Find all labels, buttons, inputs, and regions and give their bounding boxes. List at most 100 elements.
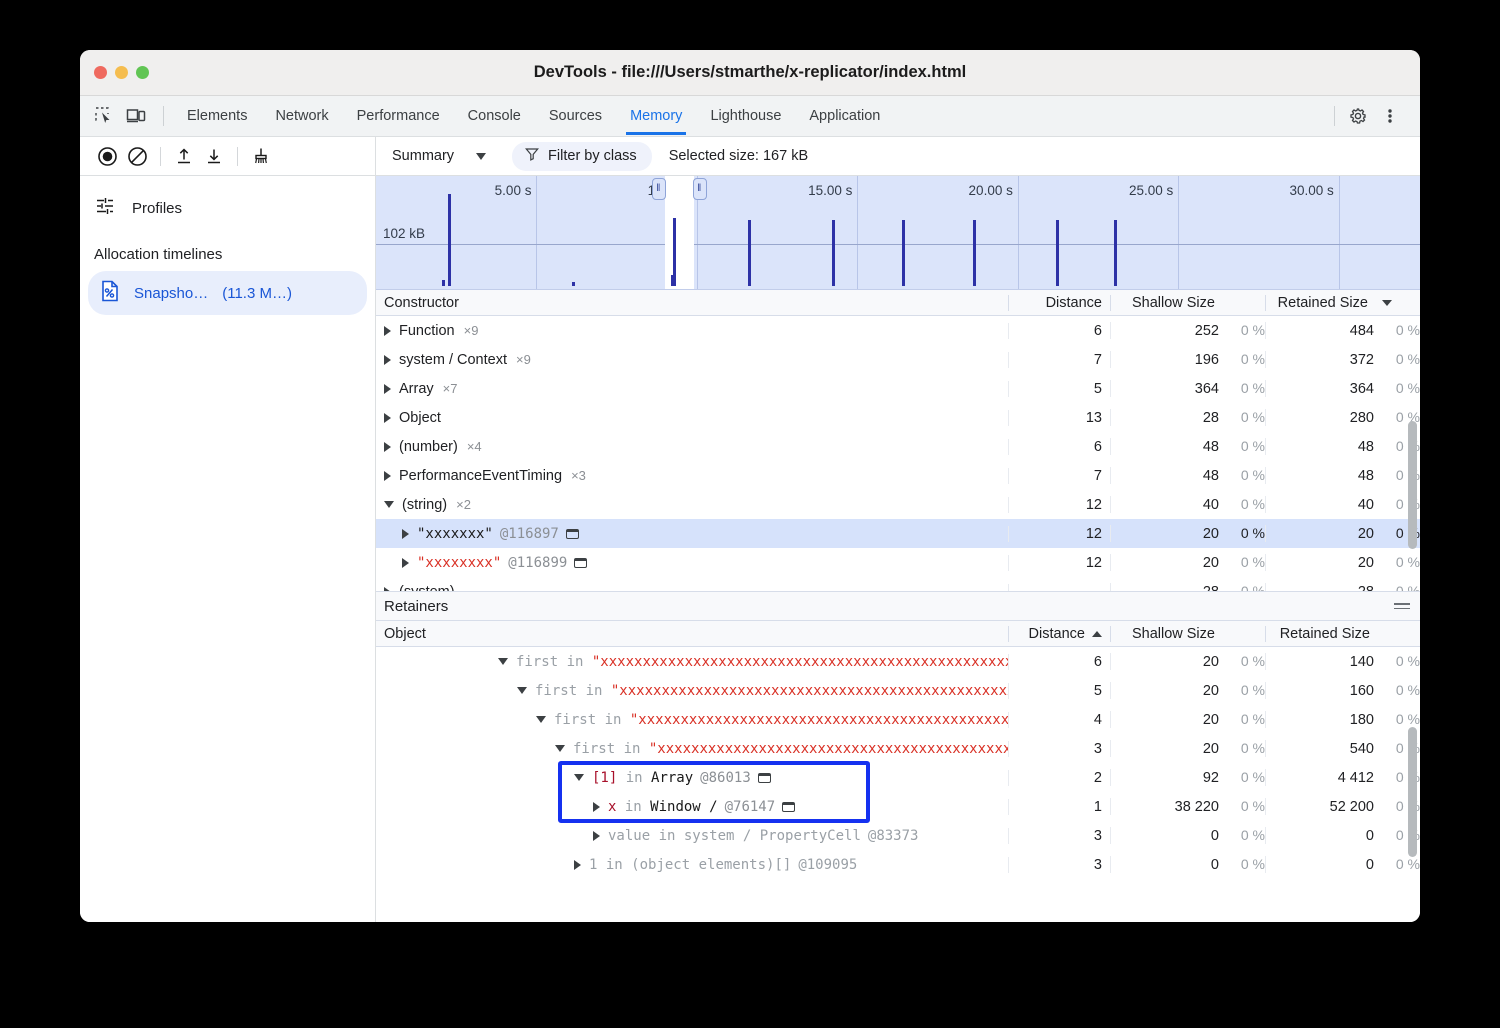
- device-toolbar-icon[interactable]: [122, 102, 150, 130]
- retainers-scrollbar[interactable]: [1408, 727, 1417, 857]
- chevron-right-icon[interactable]: [402, 528, 409, 539]
- chevron-down-icon[interactable]: [384, 501, 394, 509]
- constructor-row[interactable]: Array ×7 5 364 0 % 364 0 %: [376, 374, 1420, 403]
- timeline-allocation-bar: [748, 219, 752, 286]
- broom-icon[interactable]: [246, 142, 276, 170]
- column-retainer-distance[interactable]: Distance: [1008, 625, 1110, 642]
- retainer-object-name: "xxxxxxxxxxxxxxxxxxxxxxxxxxxxxxxxxxxxxxx…: [629, 711, 1008, 728]
- retainer-row[interactable]: value in system / PropertyCell @83373 3 0 0 …: [376, 821, 1420, 850]
- tab-elements[interactable]: Elements: [187, 107, 248, 124]
- retainers-grid[interactable]: first in "xxxxxxxxxxxxxxxxxxxxxxxxxxxxxx…: [376, 647, 1420, 922]
- record-icon[interactable]: [92, 142, 122, 170]
- timeline-selection-window[interactable]: [664, 176, 694, 289]
- gear-icon[interactable]: [1344, 102, 1372, 130]
- column-retainer-shallow-label: Shallow Size: [1131, 625, 1215, 642]
- distance-cell: –: [1008, 583, 1110, 591]
- tab-lighthouse[interactable]: Lighthouse: [710, 107, 782, 124]
- retainer-object-cell: first in "xxxxxxxxxxxxxxxxxxxxxxxxxxxxxx…: [376, 741, 1008, 757]
- retainer-row[interactable]: first in "xxxxxxxxxxxxxxxxxxxxxxxxxxxxxx…: [376, 705, 1420, 734]
- column-constructor[interactable]: Constructor: [384, 294, 459, 311]
- retainer-row[interactable]: first in "xxxxxxxxxxxxxxxxxxxxxxxxxxxxxx…: [376, 647, 1420, 676]
- chevron-right-icon[interactable]: [384, 470, 391, 481]
- retainer-row[interactable]: first in "xxxxxxxxxxxxxxxxxxxxxxxxxxxxxx…: [376, 734, 1420, 763]
- constructor-name-cell: "xxxxxxx" @116897: [376, 526, 1008, 542]
- column-retainer-distance-label: Distance: [1028, 625, 1085, 642]
- retainer-distance-cell: 3: [1008, 740, 1110, 757]
- chevron-right-icon[interactable]: [384, 441, 391, 452]
- column-object[interactable]: Object: [384, 625, 426, 642]
- clear-icon[interactable]: [122, 142, 152, 170]
- chevron-right-icon[interactable]: [384, 586, 391, 591]
- selection-handle-left[interactable]: ‖: [651, 178, 666, 200]
- constructor-row[interactable]: "xxxxxxxx" @116899 12 20 0 % 20 0 %: [376, 548, 1420, 577]
- timeline-allocation-bar: [1056, 219, 1060, 286]
- column-retainer-retained-size[interactable]: Retained Size: [1265, 625, 1420, 642]
- tab-console[interactable]: Console: [467, 107, 521, 124]
- retainer-object-id: @86013: [700, 769, 751, 786]
- filter-input[interactable]: Filter by class: [512, 141, 652, 171]
- minimize-window-button[interactable]: [115, 66, 128, 79]
- tab-network[interactable]: Network: [275, 107, 329, 124]
- chevron-right-icon[interactable]: [574, 859, 581, 870]
- maximize-window-button[interactable]: [136, 66, 149, 79]
- download-icon[interactable]: [199, 142, 229, 170]
- retained-size-cell: 280 %: [1265, 583, 1420, 591]
- retainer-in-keyword: in: [558, 653, 592, 670]
- allocation-timeline-overview[interactable]: 5.00 s10.00 s15.00 s20.00 s25.00 s30.00 …: [376, 176, 1420, 290]
- chevron-down-icon[interactable]: [517, 687, 527, 695]
- percent-value: 0 %: [1240, 798, 1265, 814]
- window-controls[interactable]: [94, 66, 149, 79]
- close-window-button[interactable]: [94, 66, 107, 79]
- hamburger-icon[interactable]: [1394, 600, 1410, 613]
- object-window-icon: [757, 772, 771, 783]
- sidebar-item-snapshot[interactable]: Snapsho… (11.3 M…): [88, 271, 367, 315]
- selection-handle-right[interactable]: ‖: [692, 178, 707, 200]
- column-distance[interactable]: Distance: [1008, 294, 1110, 311]
- upload-icon[interactable]: [169, 142, 199, 170]
- chevron-right-icon[interactable]: [384, 383, 391, 394]
- shallow-size-cell: 280 %: [1110, 583, 1265, 591]
- chevron-right-icon[interactable]: [402, 557, 409, 568]
- retainer-row[interactable]: 1 in (object elements)[] @109095 3 0 0 % 0 0 %: [376, 850, 1420, 879]
- chevron-down-icon[interactable]: [555, 745, 565, 753]
- chevron-right-icon[interactable]: [593, 830, 600, 841]
- constructors-scrollbar[interactable]: [1408, 421, 1417, 549]
- more-vertical-icon[interactable]: [1376, 102, 1404, 130]
- retainer-in-keyword: in: [596, 711, 630, 728]
- chevron-down-icon[interactable]: [536, 716, 546, 724]
- retainer-in-keyword: in: [615, 740, 649, 757]
- column-shallow-size[interactable]: Shallow Size: [1110, 294, 1265, 311]
- inspect-element-icon[interactable]: [90, 102, 118, 130]
- column-retained-size[interactable]: Retained Size: [1265, 294, 1420, 311]
- chevron-right-icon[interactable]: [384, 412, 391, 423]
- column-retainer-shallow-size[interactable]: Shallow Size: [1110, 625, 1265, 642]
- constructor-row[interactable]: Object 13 28 0 % 280 0 %: [376, 403, 1420, 432]
- constructor-row[interactable]: Function ×9 6 252 0 % 484 0 %: [376, 316, 1420, 345]
- constructor-row[interactable]: (system)–280 %280 %: [376, 577, 1420, 591]
- chevron-right-icon[interactable]: [384, 325, 391, 336]
- filter-icon: [525, 147, 540, 165]
- constructor-row[interactable]: system / Context ×9 7 196 0 % 372 0 %: [376, 345, 1420, 374]
- percent-value: 0 %: [1240, 438, 1265, 454]
- tab-sources[interactable]: Sources: [548, 107, 603, 124]
- tab-application[interactable]: Application: [809, 107, 881, 124]
- constructors-grid[interactable]: Function ×9 6 252 0 % 484 0 % system / Context ×…: [376, 316, 1420, 591]
- chevron-right-icon[interactable]: [384, 354, 391, 365]
- chevron-down-icon[interactable]: [574, 774, 584, 782]
- chevron-right-icon[interactable]: [593, 801, 600, 812]
- timeline-tick-label: 15.00 s: [808, 183, 853, 198]
- sidebar-item-profiles[interactable]: Profiles: [80, 186, 375, 230]
- retainer-distance-cell: 3: [1008, 856, 1110, 873]
- tab-memory[interactable]: Memory: [616, 98, 696, 135]
- tab-performance[interactable]: Performance: [356, 107, 440, 124]
- chevron-down-icon[interactable]: [498, 658, 508, 666]
- timeline-gridline: [1017, 176, 1019, 289]
- view-mode-select[interactable]: Summary: [386, 145, 494, 167]
- retainer-row[interactable]: first in "xxxxxxxxxxxxxxxxxxxxxxxxxxxxxx…: [376, 676, 1420, 705]
